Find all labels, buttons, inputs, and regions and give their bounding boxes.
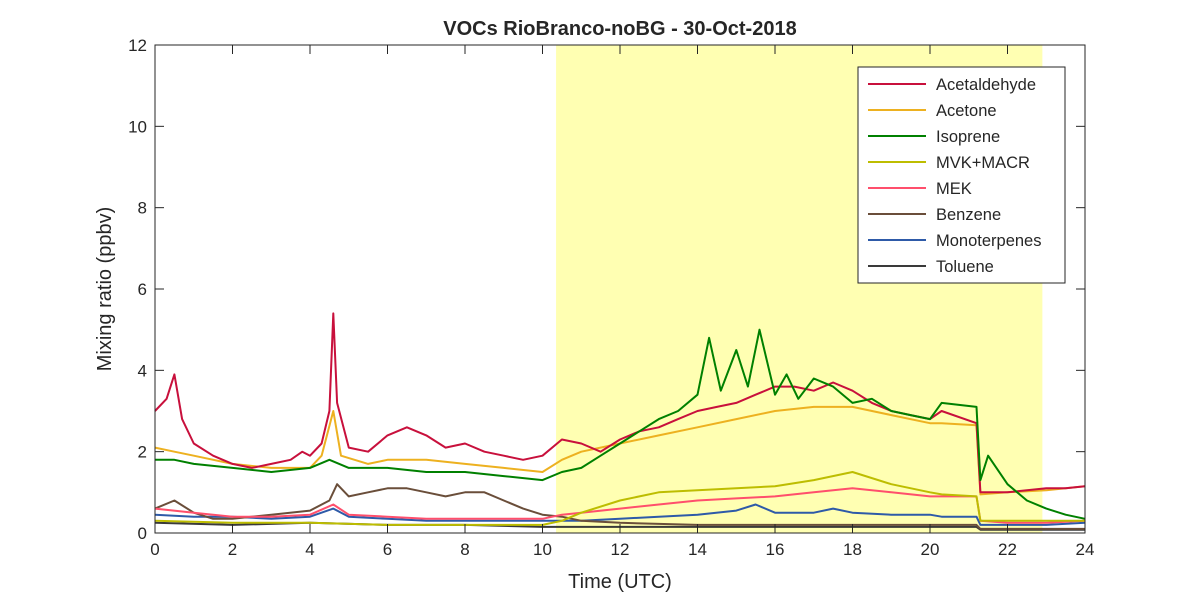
y-tick-label: 8: [138, 199, 147, 218]
legend-entry-label: MVK+MACR: [936, 154, 1030, 172]
legend-entry-label: Acetone: [936, 102, 997, 120]
y-axis-ticks: 0 2 4 6 8 10 12: [128, 36, 1085, 543]
legend-entry-label: MEK: [936, 180, 972, 198]
y-tick-label: 12: [128, 36, 147, 55]
legend-entry-label: Benzene: [936, 206, 1001, 224]
series-layer: [154, 312, 1086, 531]
x-tick-label: 12: [611, 540, 630, 559]
y-tick-label: 0: [138, 524, 147, 543]
y-tick-label: 2: [138, 443, 147, 462]
y-axis-label: Mixing ratio (ppbv): [94, 207, 116, 372]
legend-entry-label: Monoterpenes: [936, 232, 1042, 250]
x-tick-label: 0: [150, 540, 159, 559]
y-tick-label: 10: [128, 117, 147, 136]
x-tick-label: 10: [533, 540, 552, 559]
y-tick-label: 4: [138, 361, 147, 380]
series-line-acetone: [154, 405, 1086, 496]
legend-box: [857, 66, 1066, 284]
x-tick-label: 18: [843, 540, 862, 559]
x-axis-ticks: 0 2 4 6 8 10 12 14 16 18 20 22 24: [150, 45, 1094, 559]
legend-entry-label: Isoprene: [936, 128, 1000, 146]
legend-entry-label: Acetaldehyde: [936, 76, 1036, 94]
chart-title: VOCs RioBranco-noBG - 30-Oct-2018: [443, 18, 796, 40]
x-tick-label: 22: [998, 540, 1017, 559]
y-tick-label: 6: [138, 280, 147, 299]
x-tick-label: 2: [228, 540, 237, 559]
series-line-monoterpenes: [154, 503, 1086, 526]
x-axis-label: Time (UTC): [568, 571, 672, 593]
x-tick-label: 6: [383, 540, 392, 559]
series-line-mvk-macr: [154, 471, 1085, 526]
x-tick-label: 14: [688, 540, 707, 559]
x-tick-label: 20: [921, 540, 940, 559]
series-line-mek: [154, 487, 1086, 524]
x-tick-label: 8: [460, 540, 469, 559]
legend[interactable]: Acetaldehyde Acetone Isoprene MVK+MACR MEK Be…: [857, 66, 1066, 284]
x-tick-label: 16: [766, 540, 785, 559]
x-tick-label: 4: [305, 540, 314, 559]
legend-entry-label: Toluene: [936, 258, 994, 276]
x-tick-label: 24: [1076, 540, 1095, 559]
series-line-isoprene: [155, 328, 1086, 520]
